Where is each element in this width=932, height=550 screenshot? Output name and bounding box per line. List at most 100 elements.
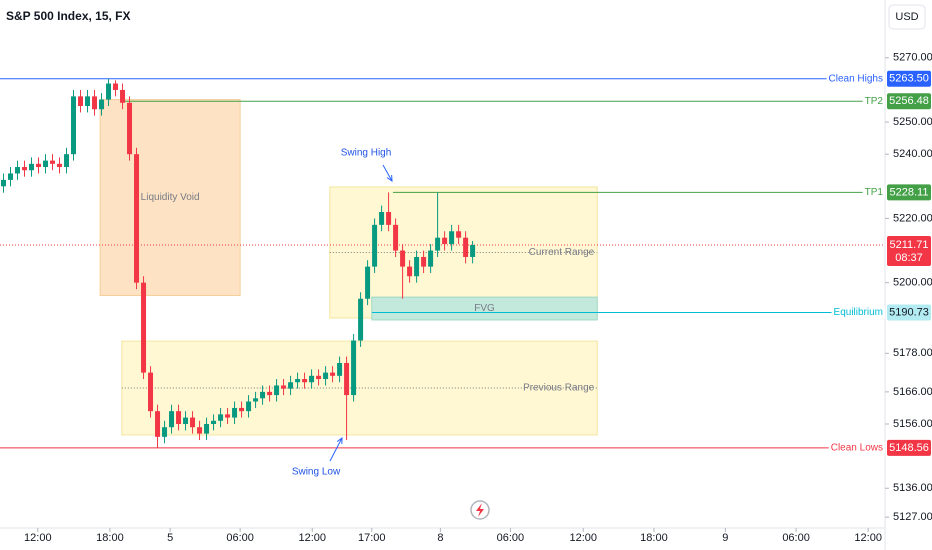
x-tick-label: 12:00	[854, 532, 882, 544]
candle-body	[1, 179, 7, 187]
zone	[99, 99, 241, 297]
y-tick-label: 5156.00	[893, 418, 932, 430]
level-name-bg	[828, 441, 885, 454]
y-tick-label: 5200.00	[893, 277, 932, 289]
candle-body	[295, 379, 301, 383]
candle-body	[463, 237, 469, 257]
candle-body	[218, 414, 224, 421]
candle-body	[239, 407, 245, 412]
candle-body	[456, 231, 462, 238]
level-price-label: 5256.48	[889, 95, 929, 107]
candle-body	[29, 163, 35, 171]
level-price-label: 5263.50	[889, 73, 929, 85]
x-tick-label: 12:00	[569, 532, 597, 544]
candle-body	[253, 398, 259, 402]
currency[interactable]: USD	[895, 11, 918, 23]
candle-body	[141, 282, 147, 373]
alert-icon[interactable]	[470, 500, 490, 520]
candle-body	[400, 250, 406, 267]
current-price-box	[887, 236, 931, 267]
x-tick-label: 9	[722, 532, 728, 544]
level-name-bg	[862, 95, 885, 108]
candle-body	[414, 256, 420, 277]
candle-body	[309, 375, 315, 383]
x-tick-label: 12:00	[24, 532, 52, 544]
candle-body	[36, 163, 42, 168]
countdown-label: 08:37	[895, 252, 923, 264]
y-tick-label: 5136.00	[893, 482, 932, 494]
candle-body	[407, 266, 413, 277]
chart-title: S&P 500 Index, 15, FX	[6, 9, 131, 23]
level-name-bg	[831, 306, 885, 319]
candle-body	[435, 237, 441, 251]
candle-body	[358, 298, 364, 341]
y-tick-label: 5166.00	[893, 386, 932, 398]
level-price-label: 5190.73	[889, 306, 929, 318]
candle-body	[386, 212, 392, 225]
y-tick-label: 5220.00	[893, 212, 932, 224]
candle-body	[162, 427, 168, 437]
candle-body	[78, 96, 84, 106]
candle-body	[22, 167, 28, 171]
level-name-bg	[826, 72, 885, 85]
level-name: Clean Highs	[829, 73, 883, 84]
candles	[1, 78, 476, 448]
candle-body	[442, 237, 448, 245]
candle-body	[85, 96, 91, 106]
candle-body	[225, 414, 231, 418]
candle-body	[43, 160, 49, 168]
x-tick-label: 12:00	[299, 532, 327, 544]
candle-body	[99, 99, 105, 110]
level-name: TP2	[865, 96, 884, 107]
annotation-arrowhead	[386, 174, 393, 183]
candle-body	[330, 372, 336, 376]
level-name: Clean Lows	[831, 443, 883, 454]
candle-body	[246, 401, 252, 412]
x-tick-label: 06:00	[226, 532, 254, 544]
candle-body	[274, 385, 280, 396]
candle-body	[106, 83, 112, 100]
annotation: Swing High	[341, 148, 392, 159]
y-tick-label: 5127.00	[893, 511, 932, 523]
annotation: Swing Low	[292, 467, 341, 478]
level-name: TP1	[865, 187, 884, 198]
candle-body	[288, 382, 294, 389]
candle-body	[183, 417, 189, 424]
candle-body	[169, 411, 175, 428]
candle-body	[155, 411, 161, 437]
level-price-box	[887, 70, 931, 87]
candle-body	[393, 224, 399, 251]
candle-body	[8, 173, 14, 180]
candle-body	[211, 420, 217, 424]
level-price-box	[887, 304, 931, 321]
candle-body	[267, 391, 273, 396]
candle-body	[260, 391, 266, 399]
x-tick-label: 18:00	[96, 532, 124, 544]
overlay: Liquidity Void Current Range Previous Rang…	[141, 70, 931, 478]
candle-body	[281, 385, 287, 389]
annotation-arrow	[329, 437, 343, 462]
candle-body	[428, 250, 434, 267]
candle-body	[64, 154, 70, 168]
candle-body	[50, 160, 56, 164]
candle-body	[470, 245, 476, 257]
x-tick-label: 8	[437, 532, 443, 544]
candle-body	[71, 96, 77, 155]
candle-body	[15, 167, 21, 174]
candle-body	[148, 372, 154, 412]
zone-label: Liquidity Void	[141, 192, 200, 203]
current-price-label: 5211.71	[890, 239, 929, 251]
y-tick-label: 5250.00	[893, 116, 932, 128]
level-price-box	[887, 439, 931, 456]
candle-body	[316, 375, 322, 380]
y-tick-label: 5178.00	[893, 347, 932, 359]
levels	[0, 78, 885, 449]
candle-body	[365, 266, 371, 299]
currency-button[interactable]	[888, 4, 926, 30]
candle-body	[344, 362, 350, 396]
candle-body	[449, 231, 455, 245]
x-tick-label: 17:00	[358, 532, 386, 544]
zone-label: Current Range	[529, 247, 595, 258]
